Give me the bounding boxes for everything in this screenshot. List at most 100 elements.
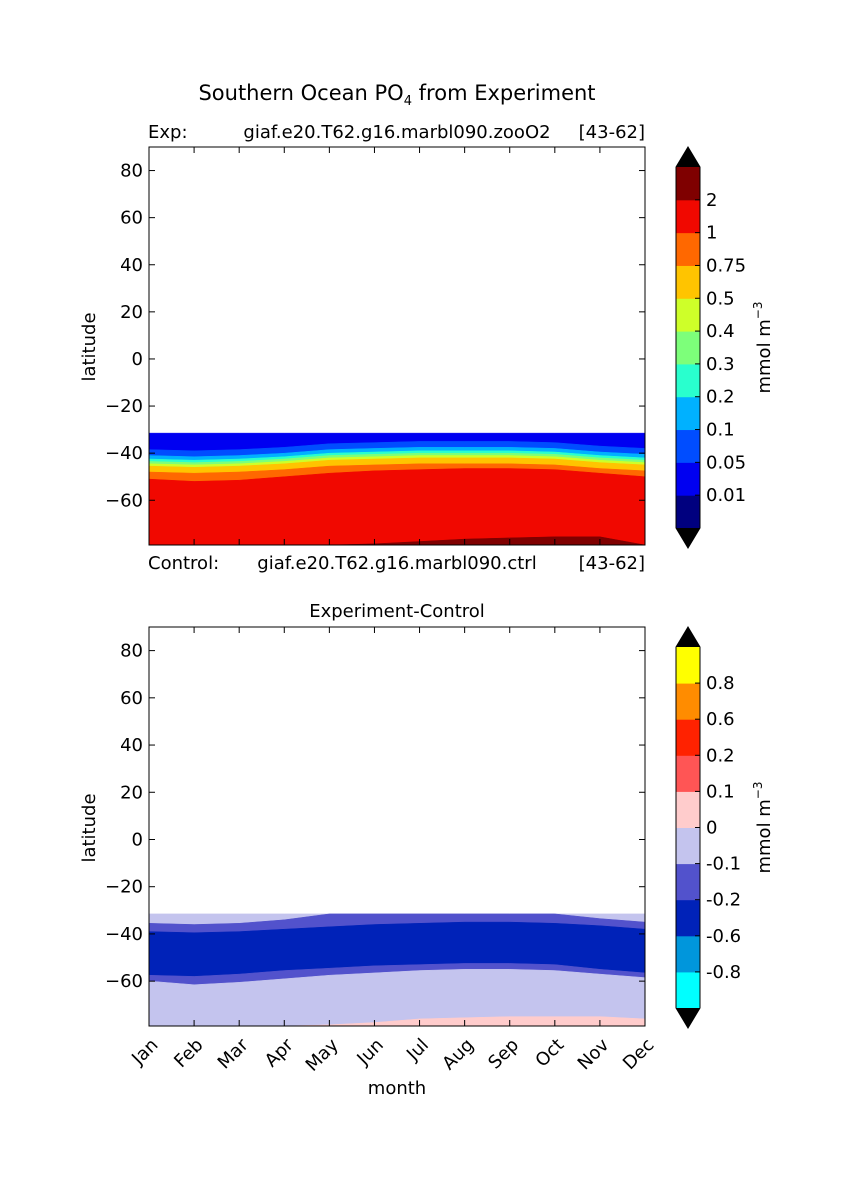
x-tick-label: Jul bbox=[402, 1035, 433, 1066]
colorbar-swatch bbox=[676, 683, 700, 720]
colorbar-tick-label: 0.3 bbox=[706, 354, 735, 375]
colorbar-tick-label: -0.1 bbox=[706, 854, 741, 875]
plot-frame bbox=[148, 146, 646, 546]
colorbar-swatch bbox=[676, 791, 700, 828]
colorbar-tick-label: -0.2 bbox=[706, 890, 741, 911]
diff-title: Experiment-Control bbox=[309, 601, 485, 622]
colorbar-tick-label: 0.8 bbox=[706, 673, 735, 694]
y-tick-label: −20 bbox=[105, 396, 143, 417]
colorbar-tick-label: 0.5 bbox=[706, 288, 735, 309]
colorbar-swatch bbox=[676, 495, 700, 529]
y-tick-label: 60 bbox=[120, 208, 143, 229]
colorbar-swatch bbox=[676, 363, 700, 398]
y-tick-label: 40 bbox=[120, 735, 143, 756]
colorbar-extend-low bbox=[676, 528, 700, 548]
y-tick-label: 0 bbox=[132, 349, 143, 370]
colorbar-swatch bbox=[676, 167, 700, 201]
colorbar-tick-label: 0.6 bbox=[706, 709, 735, 730]
x-tick-label: Sep bbox=[484, 1035, 523, 1074]
contour-band-4 bbox=[149, 969, 645, 1026]
plot-frame bbox=[148, 626, 646, 1027]
x-tick-label: Nov bbox=[574, 1034, 614, 1074]
colorbar-label-main: mmol m bbox=[754, 319, 775, 393]
y-tick-label: 20 bbox=[120, 302, 143, 323]
colorbar-tick-label: 0.05 bbox=[706, 452, 746, 473]
colorbar-label-sup: −3 bbox=[751, 301, 765, 319]
colorbar-swatch bbox=[676, 396, 700, 431]
colorbar-swatch bbox=[676, 429, 700, 463]
y-tick-label: −60 bbox=[105, 971, 143, 992]
colorbar-tick-label: -0.8 bbox=[706, 962, 741, 983]
exp-name: giaf.e20.T62.g16.marbl090.zooO2 bbox=[243, 122, 550, 143]
control-name: giaf.e20.T62.g16.marbl090.ctrl bbox=[257, 553, 536, 574]
colorbar-swatch bbox=[676, 899, 700, 937]
colorbar-swatch bbox=[676, 935, 700, 973]
exp-y-axis-label: latitude bbox=[79, 312, 100, 381]
colorbar-tick-label: 0.01 bbox=[706, 485, 746, 506]
x-tick-label: Oct bbox=[531, 1035, 568, 1072]
colorbar-extend-low bbox=[676, 1008, 700, 1028]
colorbar-outline bbox=[675, 626, 701, 1029]
x-tick-label: May bbox=[302, 1034, 343, 1075]
figure-title-rest: from Experiment bbox=[412, 81, 596, 105]
control-prefix: Control: bbox=[148, 553, 219, 574]
colorbar-label-main: mmol m bbox=[754, 799, 775, 873]
colorbar-label-sup: −3 bbox=[751, 781, 765, 799]
colorbar-swatch bbox=[676, 827, 700, 865]
x-tick-label: Dec bbox=[619, 1035, 658, 1074]
x-tick-label: Aug bbox=[438, 1035, 478, 1075]
colorbar-label: mmol m−3 bbox=[751, 301, 775, 393]
exp-prefix: Exp: bbox=[148, 122, 188, 143]
colorbar-tick-label: 0.1 bbox=[706, 781, 735, 802]
diff-y-axis-label: latitude bbox=[79, 793, 100, 862]
colorbar-swatch bbox=[676, 647, 700, 684]
colorbar-swatch bbox=[676, 232, 700, 266]
colorbar-tick-label: 1 bbox=[706, 223, 717, 244]
colorbar-swatch bbox=[676, 719, 700, 756]
colorbar-extend-high bbox=[676, 147, 700, 167]
y-tick-label: −40 bbox=[105, 924, 143, 945]
colorbar-swatch bbox=[676, 863, 700, 901]
colorbar-extend-high bbox=[676, 627, 700, 647]
diff-x-axis-label: month bbox=[368, 1078, 426, 1099]
colorbar: 0.01 0.05 0.1 0.2 0.3 0.4 0.5 0.75 1 2 mmol m−3 bbox=[675, 146, 775, 549]
colorbar-tick-label: 0.2 bbox=[706, 745, 735, 766]
colorbar-tick-label: 0.2 bbox=[706, 387, 735, 408]
colorbar-tick-label: 2 bbox=[706, 190, 717, 211]
x-tick-label: Jan bbox=[127, 1035, 162, 1070]
x-tick-label: Mar bbox=[214, 1034, 253, 1073]
y-tick-label: −40 bbox=[105, 443, 143, 464]
y-tick-label: −60 bbox=[105, 490, 143, 511]
diff-panel: Experiment-Control latitude month 80 60 40… bbox=[79, 601, 775, 1099]
colorbar-swatch bbox=[676, 298, 700, 332]
exp-panel: Exp: giaf.e20.T62.g16.marbl090.zooO2 [43… bbox=[79, 122, 775, 574]
y-tick-label: 20 bbox=[120, 782, 143, 803]
colorbar-label: mmol m−3 bbox=[751, 781, 775, 873]
y-tick-label: −20 bbox=[105, 877, 143, 898]
y-tick-label: 60 bbox=[120, 688, 143, 709]
y-tick-label: 80 bbox=[120, 641, 143, 662]
colorbar-outline bbox=[675, 146, 701, 549]
exp-years: [43-62] bbox=[579, 122, 645, 143]
y-tick-label: 40 bbox=[120, 255, 143, 276]
colorbar-swatch bbox=[676, 265, 700, 299]
colorbar-swatch bbox=[676, 971, 700, 1009]
colorbar-swatch bbox=[676, 462, 700, 496]
control-years: [43-62] bbox=[579, 553, 645, 574]
x-tick-label: Feb bbox=[170, 1035, 207, 1072]
contour-band-5 bbox=[149, 1016, 645, 1026]
y-tick-label: 0 bbox=[132, 829, 143, 850]
colorbar-swatch bbox=[676, 755, 700, 792]
figure-title: Southern Ocean PO4 from Experiment bbox=[198, 81, 595, 109]
colorbar: -0.8 -0.6 -0.2 -0.1 0 0.1 0.2 0.6 0.8 mmol m−3 bbox=[675, 626, 775, 1029]
colorbar-tick-label: 0.4 bbox=[706, 321, 735, 342]
x-tick-label: Jun bbox=[352, 1035, 387, 1070]
colorbar-tick-label: 0.1 bbox=[706, 420, 735, 441]
colorbar-swatch bbox=[676, 331, 700, 365]
y-tick-label: 80 bbox=[120, 161, 143, 182]
colorbar-tick-label: 0.75 bbox=[706, 255, 746, 276]
contour-band-8 bbox=[149, 468, 645, 545]
figure-title-main: Southern Ocean PO bbox=[198, 81, 403, 105]
x-tick-label: Apr bbox=[261, 1034, 298, 1071]
